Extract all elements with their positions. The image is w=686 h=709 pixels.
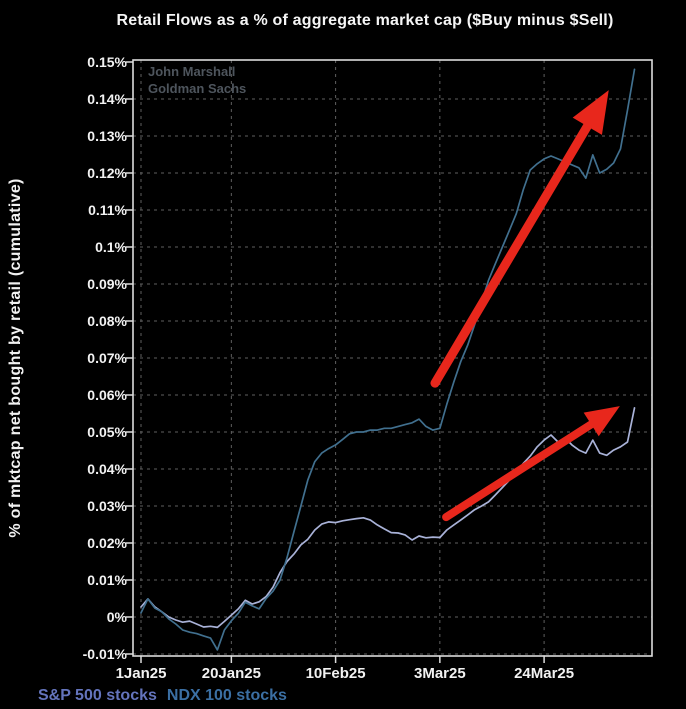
y-tick-label: 0.05%: [87, 424, 127, 440]
upper-red-arrow-shaft: [430, 119, 594, 388]
y-tick-label: 0.03%: [87, 498, 127, 514]
legend: S&P 500 stocks NDX 100 stocks: [38, 687, 287, 704]
legend-sp500-label: S&P 500 stocks: [38, 687, 157, 704]
series-line-ndx-100-stocks: [140, 68, 636, 651]
y-tick-label: 0%: [107, 609, 128, 625]
y-tick-label: 0.04%: [87, 461, 127, 477]
axis-tick-marks: [126, 61, 545, 663]
y-tick-label: 0.07%: [87, 350, 127, 366]
x-tick-label: 20Jan25: [202, 665, 261, 682]
x-tick-label: 24Mar25: [514, 665, 574, 682]
y-tick-label: 0.1%: [95, 239, 127, 255]
x-axis-tick-labels: 1Jan25 20Jan25 10Feb25 3Mar25 24Mar25: [116, 665, 575, 682]
y-tick-label: 0.12%: [87, 165, 127, 181]
y-axis-title: % of mktcap net bought by retail (cumula…: [7, 178, 24, 537]
series-line-s-p-500-stocks: [140, 407, 636, 629]
y-axis-tick-labels: 0.15% 0.14% 0.13% 0.12% 0.11% 0.1% 0.09% 0.08% 0…: [83, 54, 128, 662]
data-series-lines: [140, 68, 636, 651]
y-tick-label: 0.15%: [87, 54, 127, 70]
y-tick-label: 0.08%: [87, 313, 127, 329]
y-tick-label: 0.14%: [87, 91, 127, 107]
watermark-author: John Marshall: [148, 64, 235, 79]
x-tick-label: 3Mar25: [414, 665, 466, 682]
upper-red-arrow-head: [572, 90, 609, 135]
annotation-arrows: [430, 90, 620, 522]
y-tick-label: 0.09%: [87, 276, 127, 292]
gridlines: [133, 60, 652, 656]
legend-ndx100-label: NDX 100 stocks: [167, 687, 287, 704]
x-tick-label: 10Feb25: [306, 665, 366, 682]
y-tick-label: 0.11%: [88, 202, 127, 218]
y-tick-label: 0.13%: [87, 128, 127, 144]
y-tick-label: -0.01%: [83, 646, 128, 662]
chart-title: Retail Flows as a % of aggregate market …: [116, 12, 613, 29]
y-tick-label: 0.06%: [87, 387, 127, 403]
y-tick-label: 0.01%: [87, 572, 127, 588]
watermark-firm: Goldman Sachs: [148, 81, 246, 96]
lower-red-arrow-shaft: [442, 418, 598, 522]
x-tick-label: 1Jan25: [116, 665, 167, 682]
lower-red-arrow-head: [583, 406, 620, 437]
y-tick-label: 0.02%: [87, 535, 127, 551]
